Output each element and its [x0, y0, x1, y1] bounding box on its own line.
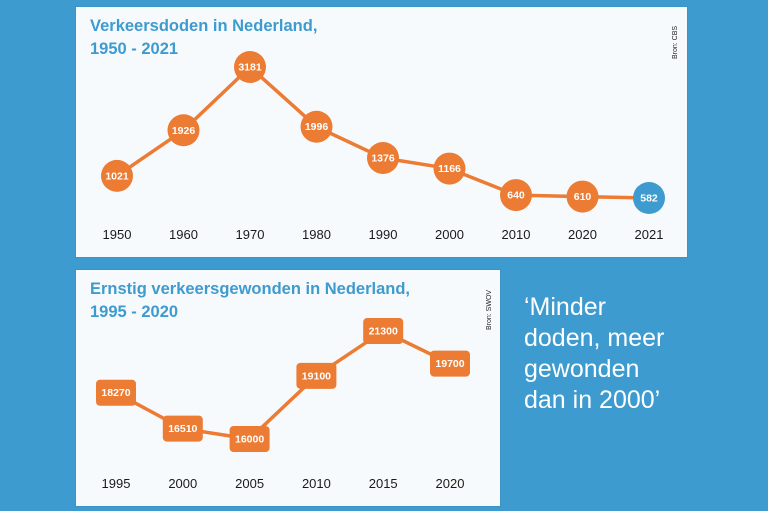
x-tick-label: 1995 [102, 476, 131, 491]
data-label: 19700 [435, 358, 464, 370]
x-tick-label: 2000 [435, 227, 464, 242]
data-point [363, 318, 404, 344]
data-label: 19100 [302, 370, 331, 382]
pull-quote-line: dan in 2000’ [524, 386, 661, 414]
injuries-line-chart: 18270 16510 16000 19100 21300 19700 1995 2000 20… [96, 318, 470, 491]
data-label: 1926 [172, 125, 196, 137]
deaths-chart-title-line: Verkeersdoden in Nederland, [90, 17, 318, 35]
x-tick-label: 2000 [168, 476, 197, 491]
data-label: 1376 [371, 152, 395, 164]
deaths-chart-title-line: 1950 - 2021 [90, 40, 179, 58]
pull-quote: ‘Minder doden, meer gewonden dan in 2000… [524, 292, 754, 416]
x-tick-label: 2005 [235, 476, 264, 491]
deaths-chart-title: Verkeersdoden in Nederland, 1950 - 2021 [90, 15, 317, 61]
x-tick-label: 1980 [302, 227, 331, 242]
data-point [566, 180, 599, 213]
data-point [167, 114, 200, 147]
data-point [300, 110, 333, 143]
data-label: 1996 [305, 121, 329, 133]
data-point [162, 415, 203, 442]
data-point [229, 426, 270, 452]
x-tick-label: 2020 [568, 227, 597, 242]
data-label: 18270 [101, 387, 130, 399]
data-point [367, 141, 399, 174]
x-tick-label: 1990 [369, 227, 398, 242]
data-label: 640 [507, 190, 525, 202]
data-point [633, 182, 665, 214]
x-tick-label: 2010 [502, 227, 531, 242]
data-label: 16510 [168, 423, 197, 435]
data-point [296, 362, 337, 389]
data-point [101, 159, 133, 192]
data-label: 610 [574, 191, 592, 203]
data-point [430, 350, 470, 377]
data-label: 1021 [105, 170, 129, 182]
data-label: 3181 [238, 62, 262, 74]
data-point [500, 179, 532, 212]
injuries-chart-title: Ernstig verkeersgewonden in Nederland, 1… [90, 278, 410, 324]
x-tick-label: 2021 [635, 227, 664, 242]
injuries-chart-panel: Ernstig verkeersgewonden in Nederland, 1… [76, 270, 500, 506]
pull-quote-line: doden, meer [524, 324, 665, 352]
x-tick-label: 2010 [302, 476, 331, 491]
pull-quote-line: gewonden [524, 355, 640, 383]
x-tick-label: 2020 [436, 476, 465, 491]
data-point [433, 152, 466, 185]
deaths-chart-panel: Verkeersdoden in Nederland, 1950 - 2021 … [76, 7, 687, 257]
injuries-chart-title-line: Ernstig verkeersgewonden in Nederland, [90, 280, 411, 298]
data-point [234, 51, 266, 83]
x-tick-label: 1960 [169, 227, 198, 242]
x-tick-label: 1970 [236, 227, 265, 242]
data-label: 21300 [369, 326, 398, 338]
injuries-chart-title-line: 1995 - 2020 [90, 303, 179, 321]
data-label: 16000 [235, 434, 264, 446]
data-label: 1166 [438, 163, 461, 175]
pull-quote-line: ‘Minder [524, 293, 606, 321]
deaths-line-chart: 1021 1926 3181 1996 1376 1166 640 610 582 1950 196… [101, 51, 665, 242]
x-tick-label: 1950 [103, 227, 132, 242]
data-point [96, 379, 136, 406]
x-tick-label: 2015 [369, 476, 398, 491]
data-label: 582 [640, 193, 658, 205]
